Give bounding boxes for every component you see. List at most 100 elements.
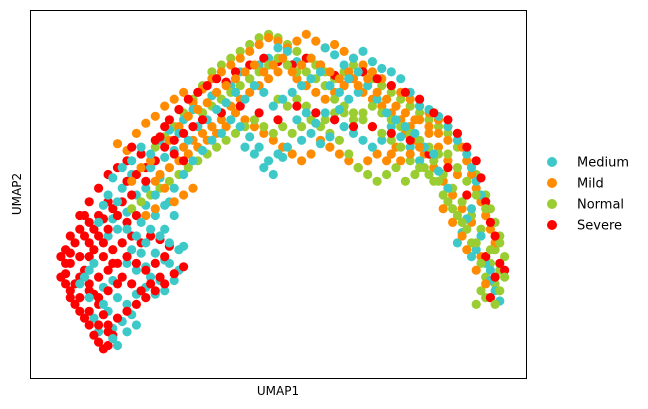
- point-mild: [372, 149, 382, 159]
- point-severe: [75, 306, 85, 316]
- point-severe: [65, 286, 75, 296]
- legend-marker-mild: [547, 178, 557, 188]
- point-medium: [363, 81, 373, 91]
- point-medium: [330, 50, 340, 60]
- point-medium: [344, 94, 354, 104]
- point-mild: [131, 128, 141, 138]
- point-severe: [202, 81, 212, 91]
- point-medium: [282, 46, 292, 57]
- point-normal: [150, 142, 160, 152]
- point-medium: [112, 197, 123, 207]
- point-normal: [216, 60, 226, 70]
- point-medium: [315, 67, 326, 77]
- point-severe: [117, 238, 127, 248]
- point-mild: [382, 156, 392, 166]
- point-severe: [400, 87, 410, 97]
- point-medium: [146, 224, 156, 234]
- point-severe: [84, 197, 94, 207]
- point-medium: [207, 135, 217, 145]
- point-normal: [462, 224, 472, 234]
- point-normal: [221, 135, 231, 145]
- point-severe: [94, 272, 104, 282]
- point-medium: [131, 231, 141, 241]
- point-medium: [84, 265, 94, 275]
- point-medium: [334, 104, 344, 115]
- point-severe: [292, 101, 302, 111]
- point-medium: [433, 166, 444, 176]
- point-normal: [254, 33, 264, 43]
- point-mild: [146, 156, 156, 166]
- point-mild: [377, 101, 387, 111]
- point-severe: [79, 313, 90, 323]
- point-mild: [410, 115, 420, 125]
- point-medium: [429, 149, 439, 159]
- point-mild: [481, 210, 491, 221]
- point-medium: [466, 163, 477, 173]
- point-severe: [56, 272, 66, 282]
- point-medium: [131, 265, 141, 275]
- point-normal: [235, 46, 245, 57]
- point-severe: [164, 115, 174, 125]
- point-medium: [146, 272, 156, 282]
- point-severe: [79, 231, 90, 241]
- point-medium: [415, 101, 425, 111]
- point-severe: [179, 262, 189, 272]
- point-severe: [94, 210, 104, 221]
- point-severe: [193, 87, 203, 97]
- point-severe: [230, 67, 241, 77]
- point-medium: [452, 238, 462, 248]
- point-mild: [448, 190, 458, 200]
- point-normal: [344, 149, 354, 159]
- point-medium: [117, 183, 127, 193]
- point-severe: [141, 176, 151, 186]
- point-normal: [245, 39, 255, 50]
- point-medium: [112, 293, 123, 303]
- point-normal: [433, 122, 444, 132]
- point-normal: [415, 135, 425, 145]
- point-severe: [127, 142, 137, 152]
- point-medium: [117, 163, 127, 173]
- point-severe: [112, 210, 123, 221]
- point-medium: [471, 245, 481, 255]
- point-severe: [179, 128, 189, 138]
- point-medium: [230, 87, 241, 97]
- point-normal: [330, 94, 340, 104]
- point-mild: [202, 98, 212, 108]
- point-mild: [259, 67, 269, 77]
- point-normal: [466, 238, 477, 248]
- point-severe: [103, 224, 113, 234]
- point-severe: [122, 252, 132, 262]
- point-medium: [89, 313, 99, 323]
- point-severe: [490, 272, 500, 282]
- point-normal: [353, 163, 363, 173]
- point-normal: [372, 176, 382, 186]
- point-mild: [287, 149, 297, 159]
- point-mild: [424, 128, 434, 138]
- point-medium: [443, 122, 453, 132]
- point-medium: [320, 108, 330, 118]
- point-severe: [89, 224, 99, 234]
- point-normal: [457, 217, 467, 227]
- legend: Medium Mild Normal Severe: [547, 156, 629, 234]
- point-medium: [466, 204, 477, 214]
- point-severe: [160, 252, 170, 262]
- point-medium: [306, 128, 316, 138]
- point-mild: [136, 163, 146, 173]
- point-mild: [462, 245, 472, 255]
- point-severe: [108, 204, 118, 214]
- point-medium: [410, 128, 420, 138]
- point-severe: [94, 231, 104, 241]
- point-medium: [240, 142, 250, 152]
- point-severe: [160, 279, 170, 289]
- point-medium: [386, 122, 396, 132]
- point-mild: [292, 36, 302, 46]
- point-severe: [259, 53, 269, 63]
- point-medium: [254, 142, 264, 152]
- point-normal: [424, 169, 434, 180]
- point-normal: [301, 101, 311, 111]
- point-medium: [367, 57, 377, 67]
- point-mild: [254, 39, 264, 50]
- point-medium: [292, 115, 302, 125]
- point-normal: [396, 94, 406, 104]
- point-mild: [183, 111, 193, 121]
